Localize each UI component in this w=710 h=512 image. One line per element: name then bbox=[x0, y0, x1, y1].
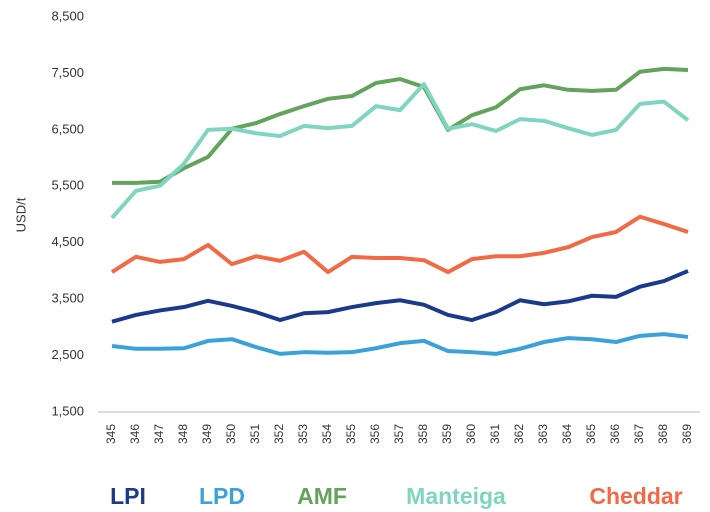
x-tick-label: 354 bbox=[320, 424, 334, 444]
legend-entry: Manteiga bbox=[406, 483, 506, 509]
series-line bbox=[110, 214, 689, 275]
x-tick-label: 356 bbox=[368, 424, 382, 444]
x-tick-label: 366 bbox=[608, 424, 622, 444]
x-tick-label: 349 bbox=[200, 424, 214, 444]
y-tick-label: 6,500 bbox=[51, 121, 84, 136]
y-tick-label: 1,500 bbox=[51, 403, 84, 418]
x-tick-label: 355 bbox=[344, 424, 358, 444]
x-tick-label: 350 bbox=[224, 424, 238, 444]
y-tick-label: 3,500 bbox=[51, 291, 84, 306]
legend-entry: AMF bbox=[297, 483, 347, 509]
y-tick-label: 7,500 bbox=[51, 65, 84, 80]
x-tick-label: 351 bbox=[248, 424, 262, 444]
x-tick-label: 362 bbox=[512, 424, 526, 444]
x-tick-label: 367 bbox=[632, 424, 646, 444]
x-tick-label: 363 bbox=[536, 424, 550, 444]
x-tick-label: 359 bbox=[440, 424, 454, 444]
x-tick-label: 368 bbox=[656, 424, 670, 444]
x-tick-label: 361 bbox=[488, 424, 502, 444]
x-tick-label: 347 bbox=[152, 424, 166, 444]
x-tick-label: 346 bbox=[128, 424, 142, 444]
x-tick-label: 353 bbox=[296, 424, 310, 444]
x-tick-label: 345 bbox=[104, 424, 118, 444]
x-tick-label: 360 bbox=[464, 424, 478, 444]
x-tick-label: 348 bbox=[176, 424, 190, 444]
series-line bbox=[111, 332, 689, 356]
legend-entry: LPD bbox=[199, 483, 245, 509]
x-tick-label: 369 bbox=[680, 424, 694, 444]
y-tick-label: 4,500 bbox=[51, 234, 84, 249]
y-tick-label: 8,500 bbox=[51, 8, 84, 23]
series-line bbox=[112, 66, 689, 185]
legend-entry: Cheddar bbox=[589, 483, 682, 509]
series-line bbox=[110, 82, 690, 220]
x-tick-label: 365 bbox=[584, 424, 598, 444]
y-tick-label: 5,500 bbox=[51, 178, 84, 193]
series-line bbox=[111, 269, 689, 324]
x-tick-label: 364 bbox=[560, 424, 574, 444]
x-tick-label: 352 bbox=[272, 424, 286, 444]
y-tick-label: 2,500 bbox=[51, 347, 84, 362]
y-axis-label: USD/t bbox=[13, 197, 28, 232]
legend-entry: LPI bbox=[110, 483, 146, 509]
x-tick-label: 357 bbox=[392, 424, 406, 444]
x-tick-label: 358 bbox=[416, 424, 430, 444]
